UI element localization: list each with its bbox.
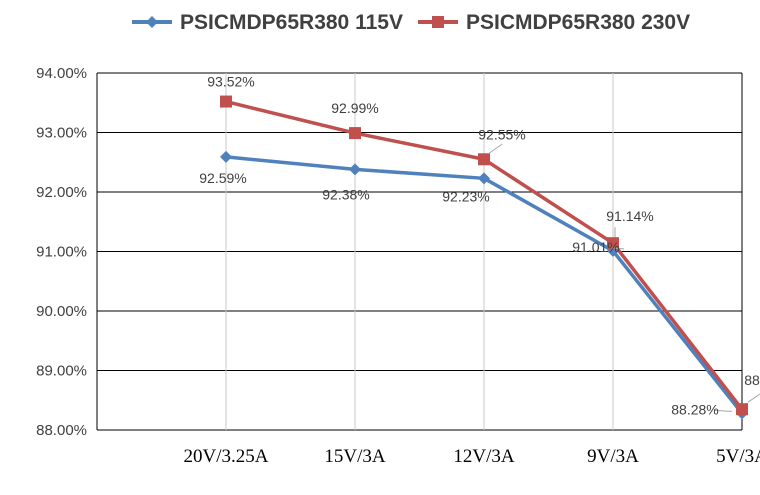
data-point <box>607 237 619 250</box>
data-labels: 92.59% 92.38% 92.23% 91.01% 88.28% 93.52% 92.9… <box>199 74 760 417</box>
x-tick-label: 5V/3A <box>716 446 760 467</box>
label-leader-line <box>609 247 625 250</box>
label-leader-line <box>747 393 760 403</box>
legend-marker <box>146 16 158 28</box>
data-point <box>220 95 232 108</box>
data-label: 92.23% <box>442 188 489 204</box>
y-tick-label: 89.00% <box>36 363 87 380</box>
legend-label: PSICMDP65R380 230V <box>466 11 690 34</box>
grid <box>96 72 743 431</box>
x-tick-label: 9V/3A <box>587 446 639 467</box>
data-point <box>349 163 361 176</box>
data-label: 91.01% <box>572 239 619 255</box>
data-point <box>736 403 748 416</box>
label-leader-line <box>713 409 733 412</box>
legend: PSICMDP65R380 115V PSICMDP65R380 230V <box>132 11 690 34</box>
data-point <box>220 150 232 163</box>
data-label: 88.35% <box>744 372 760 388</box>
data-label: 92.99% <box>331 100 378 116</box>
y-axis-ticks: 88.00% 89.00% 90.00% 91.00% 92.00% 93.00% 94.0… <box>36 65 87 439</box>
data-label: 88.28% <box>671 401 718 417</box>
y-tick-label: 91.00% <box>36 244 87 261</box>
y-tick-label: 90.00% <box>36 303 87 320</box>
data-point <box>478 153 490 166</box>
legend-label: PSICMDP65R380 115V <box>180 11 403 34</box>
y-tick-label: 92.00% <box>36 184 87 201</box>
y-tick-label: 88.00% <box>36 422 87 439</box>
data-label: 92.59% <box>199 170 246 186</box>
data-label: 93.52% <box>207 74 254 90</box>
y-tick-label: 94.00% <box>36 65 87 82</box>
data-label: 92.55% <box>478 126 525 142</box>
y-tick-label: 93.00% <box>36 125 87 142</box>
data-point <box>478 172 490 185</box>
data-label: 92.38% <box>322 186 369 202</box>
x-tick-label: 15V/3A <box>324 446 386 467</box>
data-label: 91.14% <box>606 208 653 224</box>
x-tick-label: 20V/3.25A <box>184 446 269 467</box>
x-axis-ticks: 20V/3.25A 15V/3A 12V/3A 9V/3A 5V/3A <box>184 446 760 467</box>
data-point <box>349 127 361 140</box>
legend-marker <box>432 16 444 28</box>
x-tick-label: 12V/3A <box>453 446 515 467</box>
label-leader-line <box>488 143 503 154</box>
